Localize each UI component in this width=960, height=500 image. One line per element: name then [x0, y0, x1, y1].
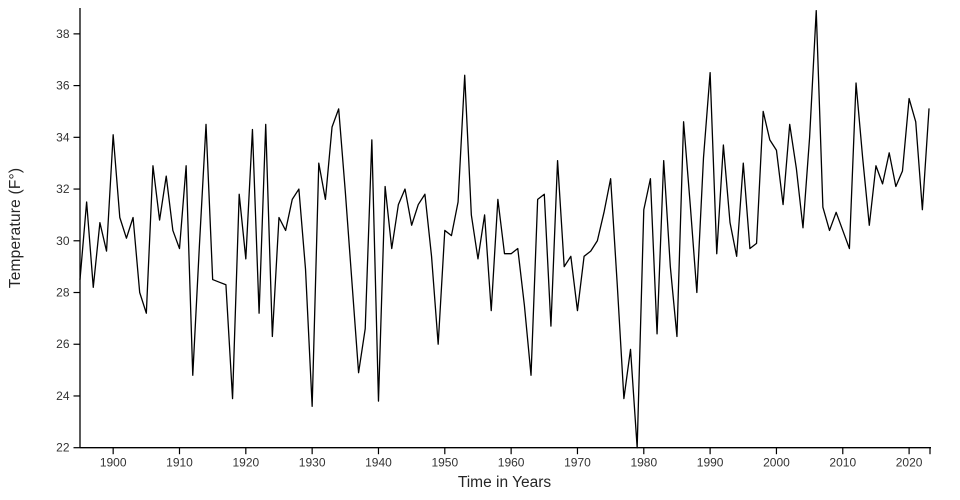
y-tick-label-28: 28	[56, 286, 70, 300]
x-tick-label-1940: 1940	[365, 456, 392, 470]
y-tick-label-24: 24	[56, 389, 70, 403]
x-tick-label-1920: 1920	[232, 456, 259, 470]
x-tick-label-2010: 2010	[829, 456, 856, 470]
y-tick-label-34: 34	[56, 130, 70, 144]
y-tick-label-26: 26	[56, 337, 70, 351]
y-tick-label-38: 38	[56, 27, 70, 41]
x-tick-label-1910: 1910	[166, 456, 193, 470]
y-tick-label-30: 30	[56, 234, 70, 248]
x-tick-label-1990: 1990	[697, 456, 724, 470]
temperature-series-line	[79, 9, 930, 449]
x-tick-label-1980: 1980	[630, 456, 657, 470]
x-tick-label-1970: 1970	[564, 456, 591, 470]
x-tick-label-1930: 1930	[299, 456, 326, 470]
x-tick-label-1950: 1950	[431, 456, 458, 470]
x-tick-label-2000: 2000	[763, 456, 790, 470]
y-tick-label-22: 22	[56, 441, 70, 455]
x-tick-label-1960: 1960	[498, 456, 525, 470]
y-tick-label-32: 32	[56, 182, 70, 196]
x-axis-title: Time in Years	[457, 474, 552, 491]
y-tick-label-36: 36	[56, 79, 70, 93]
x-tick-label-1900: 1900	[100, 456, 127, 470]
y-axis-title: Temperature (F°)	[7, 167, 24, 289]
x-tick-label-2020: 2020	[896, 456, 923, 470]
